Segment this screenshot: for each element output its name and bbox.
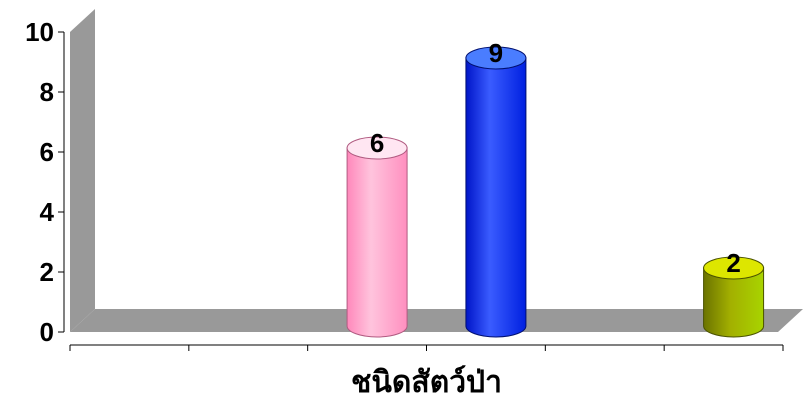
y-tick-label: 6: [40, 137, 54, 167]
x-axis-title: ชนิดสัตว์ป่า: [351, 365, 502, 400]
side-wall: [70, 9, 95, 332]
data-label: 6: [370, 128, 384, 158]
bar-body: [703, 267, 765, 338]
y-tick-label: 10: [25, 17, 54, 47]
data-label: 9: [489, 38, 503, 68]
bar-body: [465, 57, 527, 338]
y-tick-label: 4: [40, 197, 55, 227]
floor: [70, 309, 803, 332]
bar-body: [346, 147, 408, 338]
bar: [703, 256, 765, 338]
y-tick-label: 8: [40, 77, 54, 107]
bar-top: [703, 256, 765, 280]
y-tick-label: 0: [40, 317, 54, 347]
bar: [346, 136, 408, 338]
bar: [465, 46, 527, 338]
y-tick-label: 2: [40, 257, 54, 287]
bar-top: [465, 46, 527, 70]
bar-top: [346, 136, 408, 160]
data-label: 2: [726, 248, 740, 278]
